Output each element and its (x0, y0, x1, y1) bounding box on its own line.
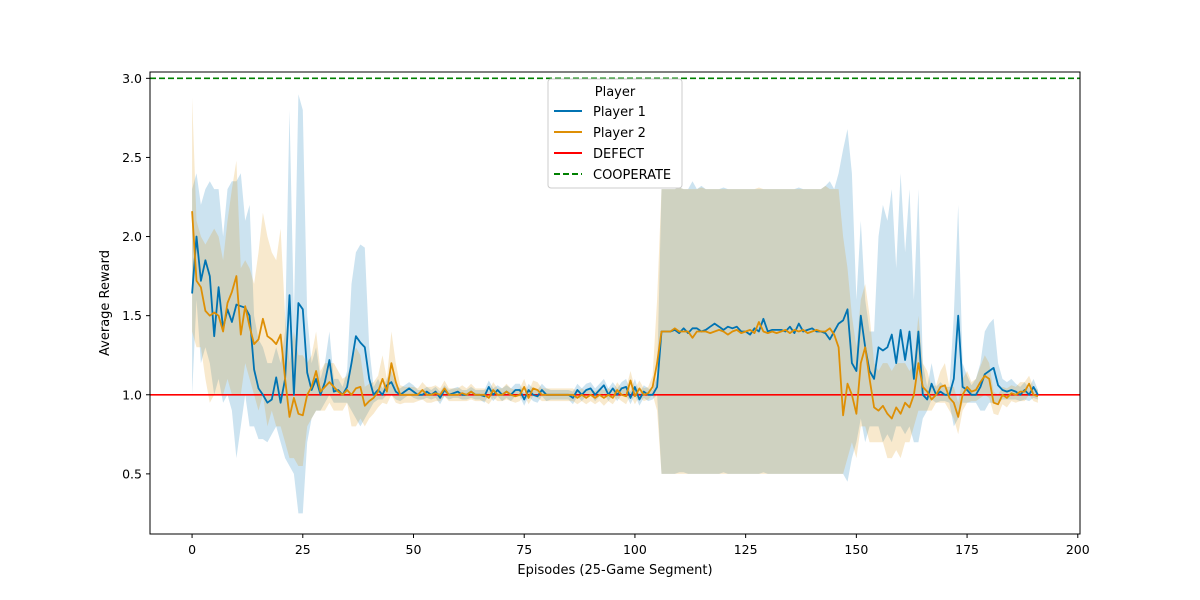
confidence-bands (192, 94, 1038, 514)
legend-label-player-1: Player 1 (593, 105, 646, 120)
x-tick-label: 25 (295, 542, 311, 557)
series-lines (191, 211, 1039, 420)
x-tick-label: 150 (844, 542, 868, 557)
legend-box (547, 78, 683, 189)
y-tick-label: 2.5 (122, 150, 142, 165)
confidence-band-player-1 (192, 94, 1038, 514)
legend-label-cooperate: COOPERATE (593, 168, 671, 183)
x-tick-label: 75 (516, 542, 532, 557)
series-line-player-2 (191, 211, 1039, 420)
confidence-band-player-2 (192, 97, 1038, 474)
y-axis-ticks: 0.5 1.0 1.5 2.0 2.5 3.0 (122, 71, 150, 481)
y-tick-label: 1.0 (122, 387, 142, 402)
y-tick-label: 1.5 (122, 308, 142, 323)
y-axis-label: Average Reward (98, 250, 113, 356)
y-tick-label: 0.5 (122, 466, 142, 481)
plot-frame (149, 71, 1081, 535)
y-tick-label: 3.0 (122, 71, 142, 86)
x-axis-label: Episodes (25-Game Segment) (517, 563, 712, 578)
legend-title: Player (595, 85, 636, 100)
x-tick-label: 100 (623, 542, 647, 557)
x-tick-label: 50 (406, 542, 422, 557)
legend-label-defect: DEFECT (593, 147, 644, 162)
x-tick-label: 0 (188, 542, 196, 557)
x-tick-label: 200 (1066, 542, 1090, 557)
x-tick-label: 125 (734, 542, 758, 557)
legend-label-player-2: Player 2 (593, 126, 646, 141)
x-tick-label: 175 (955, 542, 979, 557)
y-tick-label: 2.0 (122, 229, 142, 244)
legend: Player Player 1 Player 2 DEFECT COOPERAT… (547, 78, 683, 189)
x-axis-ticks: 0 25 50 75 100 125 150 175 200 (188, 534, 1090, 557)
